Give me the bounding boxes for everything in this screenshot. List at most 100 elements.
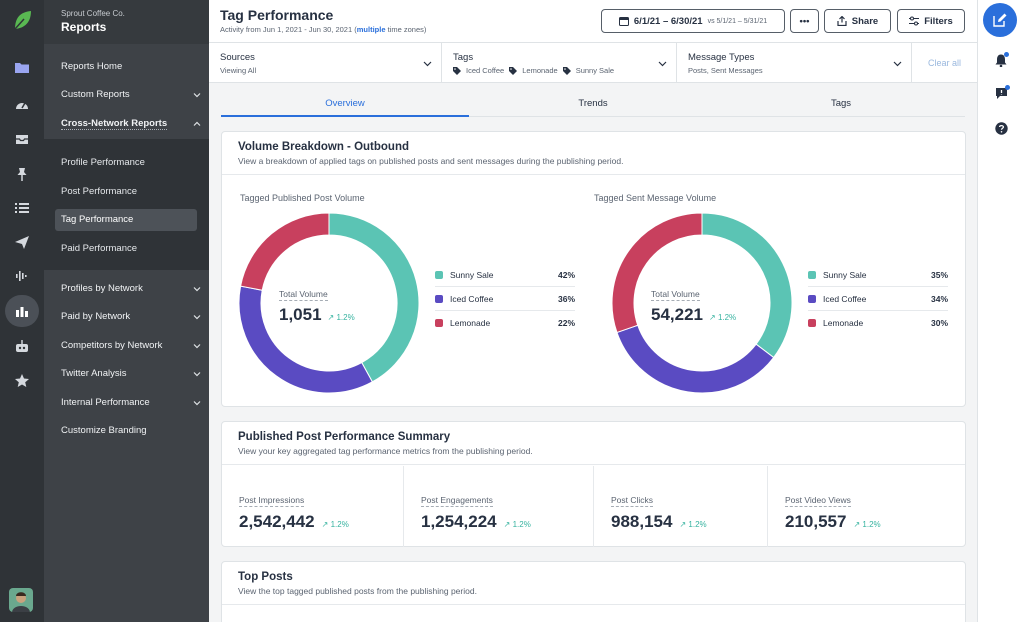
legend-label: Iced Coffee (823, 293, 867, 304)
legend-row: Lemonade 30% (808, 311, 948, 335)
bot-icon[interactable] (0, 333, 44, 359)
nav-item-cross-network-reports[interactable]: Cross-Network Reports (61, 118, 201, 130)
total-volume-value: 1,051 ↗ 1.2% (279, 305, 355, 325)
clear-all-link[interactable]: Clear all (928, 58, 962, 68)
feedback-icon[interactable] (978, 87, 1024, 100)
volume-breakdown-card: Volume Breakdown - Outbound View a break… (221, 131, 966, 407)
nav-title: Reports (61, 20, 107, 34)
sources-filter[interactable]: Sources Viewing All (209, 43, 442, 83)
total-volume-label: Total Volume (651, 289, 700, 301)
date-range-button[interactable]: 6/1/21 – 6/30/21 vs 5/1/21 – 5/31/21 (601, 9, 785, 33)
bar-chart-icon[interactable] (0, 295, 44, 327)
filter-label: Tags (453, 52, 474, 63)
nav-item-internal-performance[interactable]: Internal Performance (61, 397, 201, 408)
filter-label: Message Types (688, 52, 755, 63)
donut-slice-lemonade[interactable] (611, 212, 703, 334)
trend-up: ↗ 1.2% (321, 520, 349, 529)
avatar[interactable] (9, 588, 33, 612)
legend-swatch (808, 319, 816, 327)
nav-subitem-post-performance[interactable]: Post Performance (61, 186, 138, 197)
help-icon[interactable] (978, 122, 1024, 135)
page-title: Tag Performance (220, 7, 334, 23)
date-range-value: 6/1/21 – 6/30/21 (633, 15, 703, 27)
tags-filter[interactable]: Tags Iced Coffee Lemonade Sunny Sale (442, 43, 677, 83)
filters-button[interactable]: Filters (897, 9, 965, 33)
nav-item-label: Reports Home (61, 61, 123, 72)
nav-subitem-profile-performance[interactable]: Profile Performance (61, 157, 145, 168)
donut-center: Total Volume 1,051 ↗ 1.2% (279, 284, 355, 325)
tab-overview[interactable]: Overview (221, 94, 469, 117)
report-tabs: Overview Trends Tags (221, 94, 965, 117)
org-name: Sprout Coffee Co. (61, 9, 125, 18)
metric-post-impressions: Post Impressions 2,542,442 ↗ 1.2% (222, 466, 404, 547)
folder-icon[interactable] (0, 54, 44, 80)
calendar-icon (618, 17, 629, 26)
nav-item-twitter-analysis[interactable]: Twitter Analysis (61, 368, 201, 379)
nav-item-label: Internal Performance (61, 397, 150, 408)
nav-item-profiles-by-network[interactable]: Profiles by Network (61, 283, 201, 294)
more-options-button[interactable]: ••• (790, 9, 819, 33)
send-icon[interactable] (0, 229, 44, 255)
nav-item-paid-by-network[interactable]: Paid by Network (61, 311, 201, 322)
legend-percent: 34% (930, 293, 948, 304)
nav-item-custom-reports[interactable]: Custom Reports (61, 89, 201, 100)
chevron-down-icon (893, 61, 902, 67)
tab-tags[interactable]: Tags (830, 98, 852, 109)
card-header: Top Posts View the top tagged published … (222, 562, 965, 605)
nav-item-reports-home[interactable]: Reports Home (61, 61, 201, 72)
waveform-icon[interactable] (0, 263, 44, 289)
legend-percent: 42% (557, 269, 575, 280)
list-icon[interactable] (0, 195, 44, 221)
share-button[interactable]: Share (824, 9, 891, 33)
gauge-icon[interactable] (0, 92, 44, 118)
total-volume-value: 54,221 ↗ 1.2% (651, 305, 736, 325)
trend-value: 1.2% (688, 520, 707, 529)
compose-button[interactable] (983, 3, 1017, 37)
nav-item-competitors-by-network[interactable]: Competitors by Network (61, 340, 201, 351)
legend-swatch (435, 294, 443, 303)
legend-label: Lemonade (450, 318, 491, 328)
tag-chip-label: Sunny Sale (575, 66, 615, 75)
star-icon[interactable] (0, 367, 44, 393)
bell-icon[interactable] (978, 54, 1024, 67)
metric-value: 2,542,442 ↗ 1.2% (239, 512, 403, 532)
legend-label: Iced Coffee (450, 293, 494, 304)
chevron-down-icon (423, 61, 432, 67)
donut-slice-iced-coffee[interactable] (616, 324, 775, 394)
nav-subitem-tag-performance[interactable]: Tag Performance (55, 209, 197, 231)
tab-trends[interactable]: Trends (578, 98, 608, 109)
chevron-down-icon (193, 371, 201, 376)
reports-nav: Sprout Coffee Co. Reports Reports Home C… (44, 0, 209, 622)
metric-post-video-views: Post Video Views 210,557 ↗ 1.2% (768, 466, 967, 547)
time-zones-link[interactable]: multiple (356, 25, 386, 34)
sliders-icon (909, 16, 920, 26)
trend-up: ↗ 1.2% (853, 520, 881, 529)
chevron-down-icon (193, 343, 201, 348)
metric-number: 988,154 (611, 512, 673, 531)
nav-subitem-paid-performance[interactable]: Paid Performance (61, 243, 138, 254)
metric-value: 210,557 ↗ 1.2% (785, 512, 967, 532)
total-volume-number: 54,221 (651, 305, 703, 324)
pin-icon[interactable] (0, 161, 44, 187)
top-posts-card: Top Posts View the top tagged published … (221, 561, 966, 622)
legend-label: Lemonade (823, 318, 864, 328)
chevron-down-icon (193, 92, 201, 97)
trend-value: 1.2% (336, 313, 355, 322)
subtitle-text: Activity from Jun 1, 2021 - Jun 30, 2021… (220, 25, 357, 34)
tag-icon (453, 66, 461, 75)
legend-row: Sunny Sale 35% (808, 263, 948, 287)
chevron-down-icon (193, 400, 201, 405)
legend-swatch (808, 294, 816, 303)
legend-percent: 35% (930, 269, 948, 280)
inbox-icon[interactable] (0, 126, 44, 152)
legend-percent: 30% (930, 318, 948, 328)
trend-up: ↗ 1.2% (709, 313, 737, 322)
nav-header: Sprout Coffee Co. Reports (44, 0, 209, 44)
message-types-filter[interactable]: Message Types Posts, Sent Messages (677, 43, 912, 83)
nav-item-label: Twitter Analysis (61, 368, 127, 379)
chart-legend: Sunny Sale 42% Iced Coffee 36% Lemonade 22% (435, 263, 575, 335)
nav-item-customize-branding[interactable]: Customize Branding (61, 425, 201, 436)
donut-slice-lemonade[interactable] (240, 212, 330, 291)
chart-title: Tagged Published Post Volume (240, 193, 365, 203)
sprout-leaf-icon[interactable] (11, 9, 33, 31)
